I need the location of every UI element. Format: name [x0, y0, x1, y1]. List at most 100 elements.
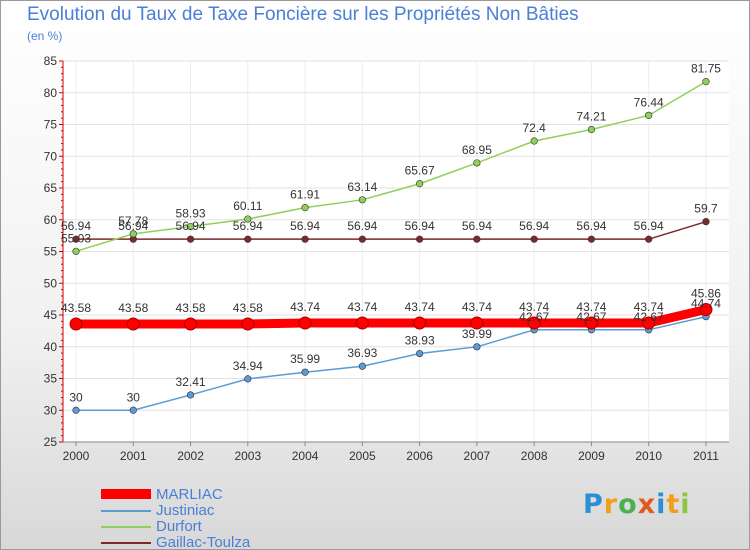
data-label: 65.67: [405, 164, 435, 178]
x-tick-label: 2008: [521, 449, 548, 463]
data-label: 56.94: [290, 219, 320, 233]
data-label: 38.93: [405, 334, 435, 348]
logo-letter: i: [656, 489, 667, 520]
data-label: 30: [69, 390, 83, 404]
data-label: 43.74: [634, 300, 664, 314]
data-label: 43.58: [118, 301, 148, 315]
logo-letter: i: [680, 489, 691, 520]
data-label: 57.78: [118, 214, 148, 228]
logo-letter: r: [603, 489, 619, 520]
data-point: [413, 316, 427, 330]
data-point: [470, 316, 484, 330]
data-point: [72, 406, 80, 414]
y-tick-label: 80: [44, 86, 58, 100]
legend-swatch: [101, 510, 151, 512]
series-line: [75, 80, 707, 253]
data-label: 42.67: [634, 310, 664, 324]
y-tick-label: 40: [44, 340, 58, 354]
data-point: [69, 317, 83, 331]
data-point: [358, 196, 366, 204]
y-tick-label: 30: [44, 403, 58, 417]
y-tick-label: 35: [44, 372, 58, 386]
data-label: 59.7: [694, 202, 718, 216]
data-label: 43.74: [405, 300, 435, 314]
data-label: 43.74: [519, 300, 549, 314]
y-tick-label: 85: [44, 54, 58, 68]
data-point: [473, 343, 481, 351]
series-line: [76, 315, 707, 411]
data-point: [126, 317, 140, 331]
data-point: [645, 235, 653, 243]
data-point: [301, 368, 309, 376]
data-label: 34.94: [233, 359, 263, 373]
series-line: [76, 305, 707, 329]
y-tick-label: 60: [44, 213, 58, 227]
data-point: [186, 222, 195, 231]
data-point: [129, 230, 137, 238]
data-label: 43.58: [61, 301, 91, 315]
data-label: 61.91: [290, 188, 320, 202]
y-tick-label: 70: [44, 149, 58, 163]
y-tick-label: 55: [44, 245, 58, 259]
data-label: 55.03: [61, 231, 91, 245]
data-point: [416, 349, 424, 358]
data-point: [530, 137, 538, 145]
series-line: [76, 220, 707, 240]
legend-label: Gaillac-Toulza: [156, 534, 251, 550]
data-point: [72, 247, 80, 255]
legend-swatch: [101, 542, 151, 544]
data-point: [301, 235, 309, 243]
data-label: 39.99: [462, 327, 492, 341]
x-tick-label: 2005: [349, 449, 376, 463]
legend-label: MARLIAC: [156, 486, 223, 503]
x-tick-label: 2003: [234, 449, 261, 463]
data-point: [355, 316, 369, 330]
logo-letter: x: [637, 489, 657, 520]
chart-title: Evolution du Taux de Taxe Foncière sur l…: [27, 4, 579, 25]
data-label: 56.94: [519, 219, 549, 233]
data-point: [244, 375, 252, 383]
data-label: 74.21: [576, 110, 606, 124]
data-point: [358, 362, 366, 370]
data-point: [642, 316, 656, 330]
data-label: 72.4: [522, 121, 546, 135]
data-point: [298, 316, 312, 330]
data-point: [244, 235, 252, 243]
data-point: [241, 317, 255, 331]
data-label: 32.41: [176, 375, 206, 389]
x-tick-label: 2000: [63, 449, 90, 463]
x-tick-label: 2004: [292, 449, 319, 463]
data-label: 45.86: [691, 287, 721, 301]
data-label: 42.67: [519, 310, 549, 324]
data-label: 30: [127, 390, 141, 404]
y-tick-label: 65: [44, 181, 58, 195]
data-label: 56.94: [462, 219, 492, 233]
data-label: 43.74: [462, 300, 492, 314]
x-tick-label: 2006: [406, 449, 433, 463]
data-label: 43.74: [290, 300, 320, 314]
proxiti-logo: Proxiti: [583, 489, 691, 520]
x-tick-label: 2001: [120, 449, 147, 463]
y-tick-label: 25: [44, 435, 58, 449]
data-point: [584, 316, 598, 330]
data-point: [416, 180, 424, 188]
data-point: [699, 303, 713, 317]
data-point: [530, 235, 538, 243]
x-tick-label: 2002: [177, 449, 204, 463]
legend-swatch: [101, 526, 151, 528]
data-label: 43.58: [176, 301, 206, 315]
x-tick-label: 2010: [635, 449, 662, 463]
data-label: 43.74: [576, 300, 606, 314]
y-tick-label: 45: [44, 308, 58, 322]
logo-letter: P: [583, 489, 604, 520]
y-tick-label: 50: [44, 276, 58, 290]
y-tick-label: 75: [44, 118, 58, 132]
data-label: 56.94: [118, 219, 148, 233]
data-point: [186, 391, 195, 399]
data-point: [587, 235, 596, 243]
data-point: [702, 78, 710, 86]
data-point: [358, 235, 366, 243]
data-label: 56.94: [176, 219, 206, 233]
